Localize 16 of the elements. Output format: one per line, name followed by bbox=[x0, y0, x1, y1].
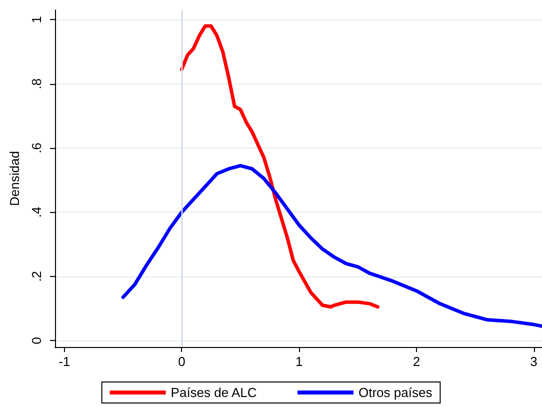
x-tick-label: 2 bbox=[412, 354, 420, 369]
y-tick-label: 1 bbox=[29, 16, 44, 24]
x-tick-label: -1 bbox=[58, 354, 70, 369]
legend-label: Otros países bbox=[358, 385, 433, 400]
line-series bbox=[121, 164, 542, 328]
y-tick-label: .6 bbox=[29, 142, 44, 154]
x-tick-label: 1 bbox=[295, 354, 303, 369]
y-axis-title: Densidad bbox=[7, 151, 22, 206]
y-tick-label: .2 bbox=[29, 270, 44, 282]
x-tick-label: 0 bbox=[178, 354, 186, 369]
y-tick-label: .4 bbox=[29, 206, 44, 218]
line-series bbox=[180, 24, 380, 309]
x-tick-label: 3 bbox=[530, 354, 538, 369]
y-tick-label: .8 bbox=[29, 78, 44, 90]
legend-label: Países de ALC bbox=[170, 385, 257, 400]
y-tick-label: 0 bbox=[29, 336, 44, 344]
